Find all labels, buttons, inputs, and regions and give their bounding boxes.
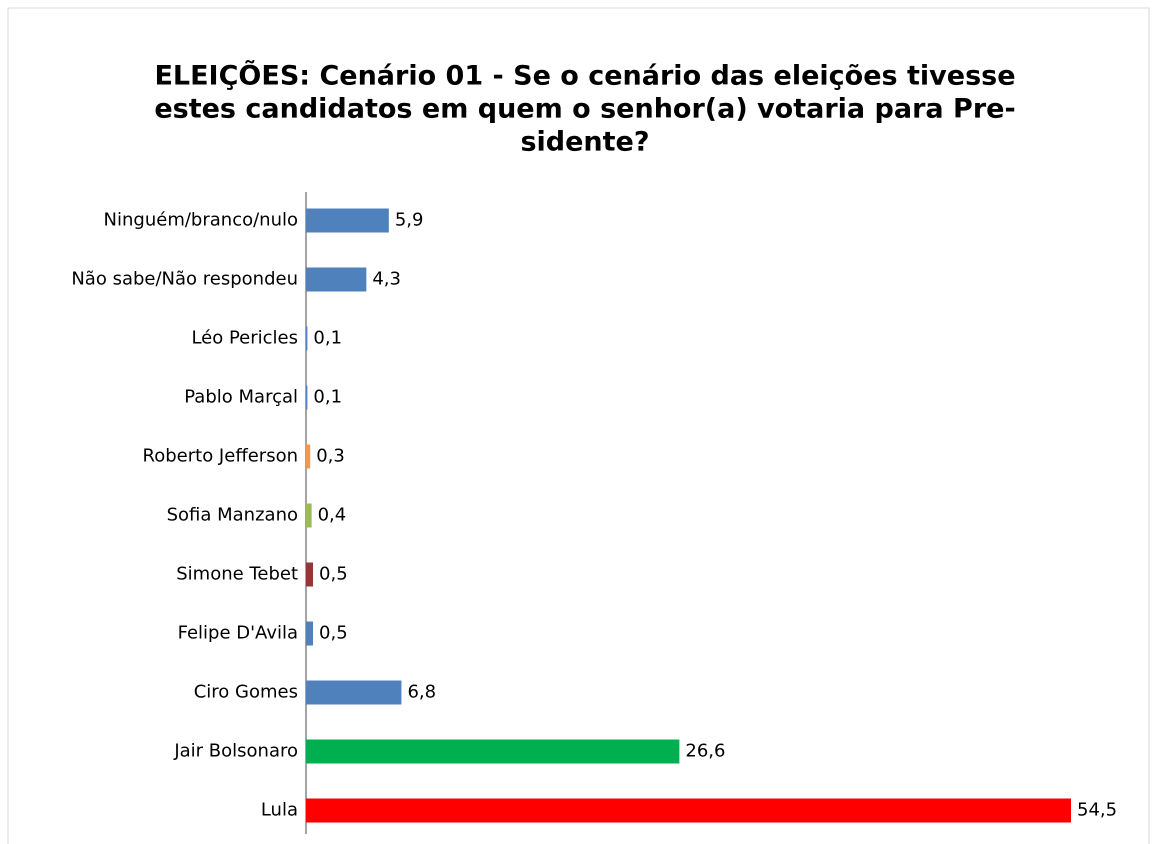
y-tick-label: Não sabe/Não respondeu: [71, 269, 298, 290]
bar: [306, 444, 311, 469]
bar: [306, 326, 308, 351]
chart-title: sidente?: [520, 127, 649, 158]
bar: [306, 562, 314, 587]
value-label: 0,5: [319, 564, 348, 585]
bar: [306, 621, 314, 646]
chart-border: [7, 7, 1150, 844]
bar: [306, 208, 389, 233]
y-tick-label: Ninguém/branco/nulo: [104, 210, 298, 231]
value-label: 0,1: [313, 387, 342, 408]
bar: [306, 798, 1071, 823]
bar: [306, 739, 680, 764]
y-tick-label: Lula: [261, 800, 298, 821]
chart-title: ELEIÇÕES: Cenário 01 - Se o cenário das …: [154, 60, 1015, 92]
value-label: 4,3: [372, 269, 401, 290]
value-label: 54,5: [1077, 800, 1117, 821]
bar: [306, 680, 402, 705]
y-tick-label: Simone Tebet: [176, 564, 298, 585]
y-tick-label: Jair Bolsonaro: [173, 741, 298, 762]
chart-title: estes candidatos em quem o senhor(a) vot…: [154, 94, 1015, 125]
value-label: 0,3: [316, 446, 345, 467]
y-tick-label: Felipe D'Avila: [178, 623, 298, 644]
y-tick-label: Pablo Marçal: [184, 387, 298, 408]
y-tick-label: Léo Pericles: [191, 328, 298, 349]
y-tick-label: Sofia Manzano: [167, 505, 298, 526]
value-label: 0,5: [319, 623, 348, 644]
value-label: 0,1: [313, 328, 342, 349]
value-label: 6,8: [407, 682, 436, 703]
y-tick-label: Roberto Jefferson: [143, 446, 298, 467]
value-label: 26,6: [685, 741, 725, 762]
bar: [306, 267, 367, 292]
value-label: 0,4: [318, 505, 347, 526]
value-label: 5,9: [395, 210, 424, 231]
bar: [306, 385, 308, 410]
bar: [306, 503, 312, 528]
y-tick-label: Ciro Gomes: [194, 682, 298, 703]
